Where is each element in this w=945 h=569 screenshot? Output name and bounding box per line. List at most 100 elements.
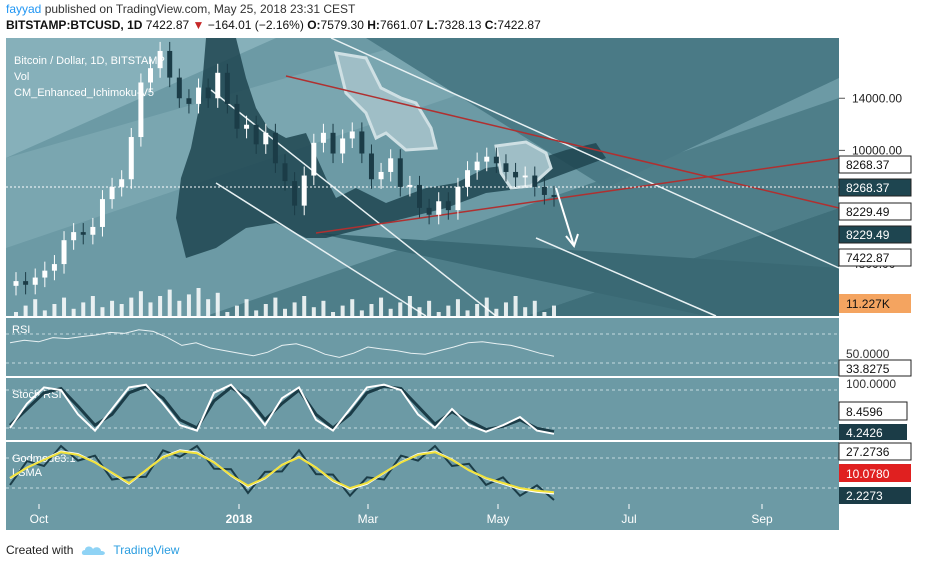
godmode-mid-box: [839, 464, 911, 482]
volume-bar: [436, 312, 441, 316]
ohlc-line: BITSTAMP:BTCUSD, 1D 7422.87 ▼ −164.01 (−…: [6, 18, 541, 32]
candle-body: [292, 181, 298, 206]
candle-body: [99, 199, 105, 227]
volume-label: 11.227K: [846, 297, 890, 311]
candle-body: [23, 281, 29, 285]
lower-fan-area: [316, 233, 839, 316]
time-tick-label: Jul: [621, 512, 636, 526]
price-label-text: 8268.37: [846, 181, 890, 195]
time-tick-label: Mar: [358, 512, 379, 526]
volume-bar: [71, 308, 76, 316]
time-tick-label: May: [487, 512, 510, 526]
last-price-box: [838, 248, 912, 267]
l-label: L:: [426, 18, 438, 32]
tradingview-link[interactable]: TradingView: [113, 543, 180, 557]
candle-body: [407, 184, 413, 187]
volume-bar: [350, 299, 355, 316]
time-axis-corner: [839, 504, 945, 530]
candle-body: [503, 163, 509, 172]
candle-body: [244, 124, 250, 129]
down-arrow-icon: ▼: [192, 18, 205, 32]
candle-body: [138, 82, 144, 138]
last-price: 7422.87: [145, 18, 190, 32]
volume-bar: [292, 302, 297, 316]
candle-body: [368, 153, 374, 180]
candle-body: [157, 50, 163, 69]
upper-fan-band: [366, 38, 839, 188]
candle-body: [148, 68, 153, 83]
volume-bar: [494, 308, 499, 316]
volume-bar: [33, 299, 38, 316]
candle-body: [551, 194, 557, 198]
volume-bar: [446, 305, 451, 316]
godmode-top-label: 27.2736: [846, 445, 890, 459]
price-tick-label: 10000.00: [852, 143, 902, 157]
candle-body: [90, 226, 96, 235]
author-link[interactable]: fayyad: [6, 2, 42, 16]
volume-bar: [542, 312, 547, 316]
price-axis-bg: [839, 38, 945, 316]
symbol-label: BITSTAMP:BTCUSD, 1D: [6, 18, 143, 32]
c-value: 7422.87: [497, 18, 541, 32]
candle-body: [215, 72, 221, 99]
volume-bar: [81, 302, 86, 316]
time-tick-label: 2018: [226, 512, 253, 526]
stoch-k-box: [838, 401, 908, 421]
volume-bar: [427, 300, 432, 316]
candle-body: [176, 77, 182, 99]
price-label-box: [838, 178, 912, 197]
price-label-box: [838, 155, 912, 174]
candle-body: [397, 158, 403, 187]
candle-body: [61, 240, 67, 265]
volume-bar: [407, 296, 412, 316]
candle-body: [474, 161, 480, 171]
created-with-label: Created with: [6, 543, 74, 557]
volume-bar: [90, 296, 95, 316]
candle-body: [196, 87, 202, 104]
godmode-panel-bg: [6, 442, 839, 504]
candle-body: [301, 175, 307, 206]
volume-bar: [52, 304, 57, 316]
candle-body: [359, 131, 365, 154]
rsi-current-box: [838, 359, 912, 377]
volume-bar: [532, 300, 537, 316]
candle-body: [426, 207, 432, 215]
candle-body: [51, 264, 57, 271]
volume-bar: [283, 308, 287, 316]
godmode-dark-line: [9, 444, 555, 501]
price-axis: 14000.0010000.004800.008268.378268.37822…: [838, 91, 912, 313]
candle-body: [417, 184, 422, 208]
candle-body: [282, 163, 288, 182]
volume-bar: [484, 297, 489, 316]
last-price-label: 7422.87: [846, 251, 890, 265]
price-label-text: 8229.49: [846, 205, 890, 219]
c-label: C:: [484, 18, 498, 32]
volume-bar: [148, 302, 153, 316]
h-label: H:: [367, 18, 380, 32]
candle-body: [13, 281, 19, 286]
candle-body: [320, 132, 326, 143]
volume-bar: [177, 300, 182, 316]
volume-bar: [23, 305, 28, 316]
stoch-k-label: 8.4596: [846, 405, 883, 419]
rsi-current-label: 33.8275: [846, 362, 890, 376]
channel-line-2: [215, 182, 427, 317]
o-label: O:: [307, 18, 321, 32]
volume-bar: [417, 307, 422, 316]
chart-area[interactable]: 14000.0010000.004800.008268.378268.37822…: [6, 38, 945, 530]
candle-body: [109, 186, 115, 200]
projection-arrow: [555, 187, 575, 247]
projection-arrow-head: [565, 233, 579, 249]
price-label-text: 8229.49: [846, 228, 890, 242]
candle-body: [541, 186, 547, 195]
legend-vol: Vol: [14, 71, 29, 83]
publish-info: fayyad published on TradingView.com, May…: [6, 2, 355, 16]
time-axis-bg: [6, 504, 839, 530]
volume-bar: [503, 302, 508, 316]
volume-label-box: [839, 294, 911, 313]
candle-body: [513, 171, 519, 178]
candle-body: [311, 142, 317, 176]
volume-bar: [129, 297, 134, 316]
godmode-yellow-line: [9, 450, 555, 494]
candle-body: [455, 186, 461, 211]
